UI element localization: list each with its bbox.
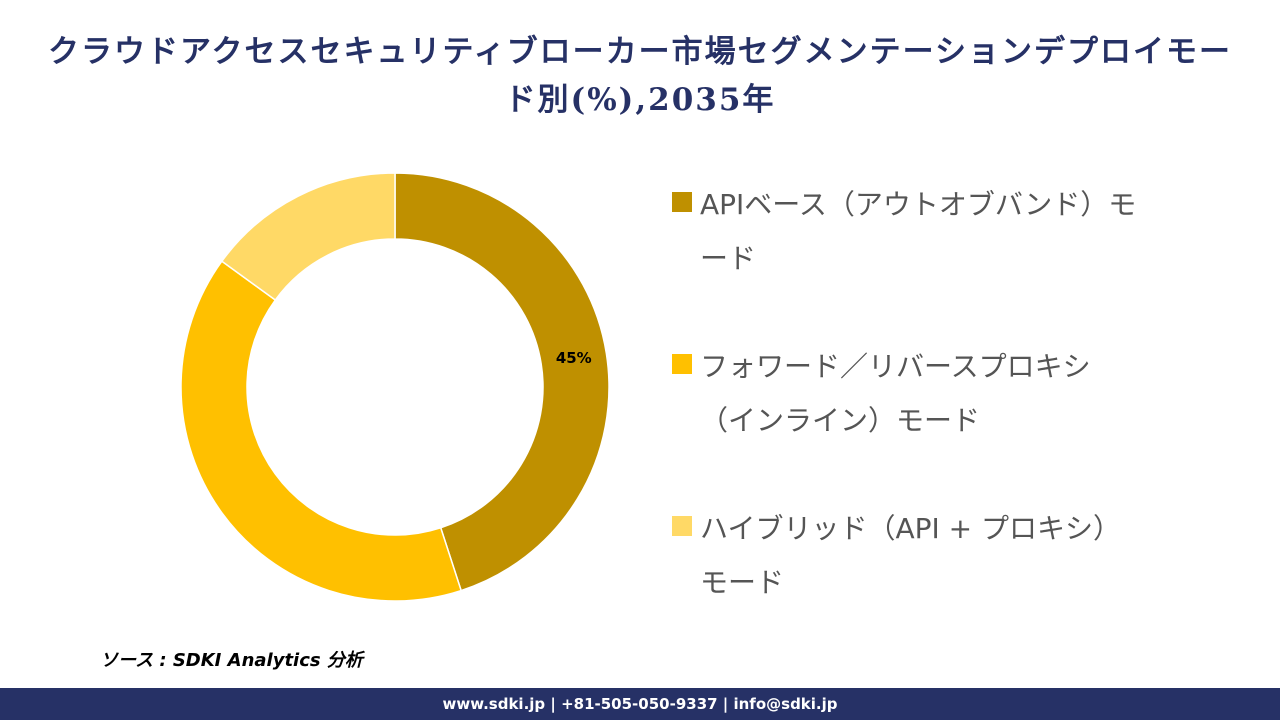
donut-segment (220, 172, 396, 302)
donut-segment (180, 260, 463, 602)
legend-label: フォワード／リバースプロキシ（インライン）モード (700, 350, 1091, 437)
legend-swatch (672, 354, 692, 374)
legend-item: ハイブリッド（API + プロキシ）モード (672, 502, 1142, 664)
legend: APIベース（アウトオブバンド）モード フォワード／リバースプロキシ（インライン）… (672, 178, 1142, 664)
chart-title: クラウドアクセスセキュリティブローカー市場セグメンテーションデプロイモード別(%… (48, 34, 1232, 118)
legend-label: APIベース（アウトオブバンド）モード (700, 188, 1137, 275)
footer: www.sdki.jp | +81-505-050-9337 | info@sd… (0, 688, 1280, 720)
legend-item: フォワード／リバースプロキシ（インライン）モード (672, 340, 1142, 502)
legend-item: APIベース（アウトオブバンド）モード (672, 178, 1142, 340)
legend-swatch (672, 516, 692, 536)
chart: 45% (180, 172, 610, 602)
data-label: 45% (556, 349, 592, 367)
donut-segment (394, 172, 610, 592)
legend-swatch (672, 192, 692, 212)
legend-label: ハイブリッド（API + プロキシ）モード (700, 512, 1122, 599)
source: ソース : SDKI Analytics 分析 (100, 650, 363, 671)
